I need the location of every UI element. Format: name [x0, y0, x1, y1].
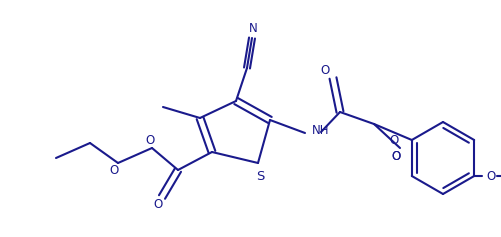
- Text: O: O: [388, 135, 398, 147]
- Text: O: O: [153, 199, 162, 211]
- Text: O: O: [391, 150, 400, 164]
- Text: O: O: [485, 169, 495, 182]
- Text: NH: NH: [312, 124, 329, 137]
- Text: O: O: [145, 135, 154, 147]
- Text: O: O: [320, 64, 329, 77]
- Text: O: O: [109, 164, 118, 177]
- Text: O: O: [391, 150, 400, 164]
- Text: N: N: [248, 22, 257, 35]
- Text: S: S: [256, 169, 264, 182]
